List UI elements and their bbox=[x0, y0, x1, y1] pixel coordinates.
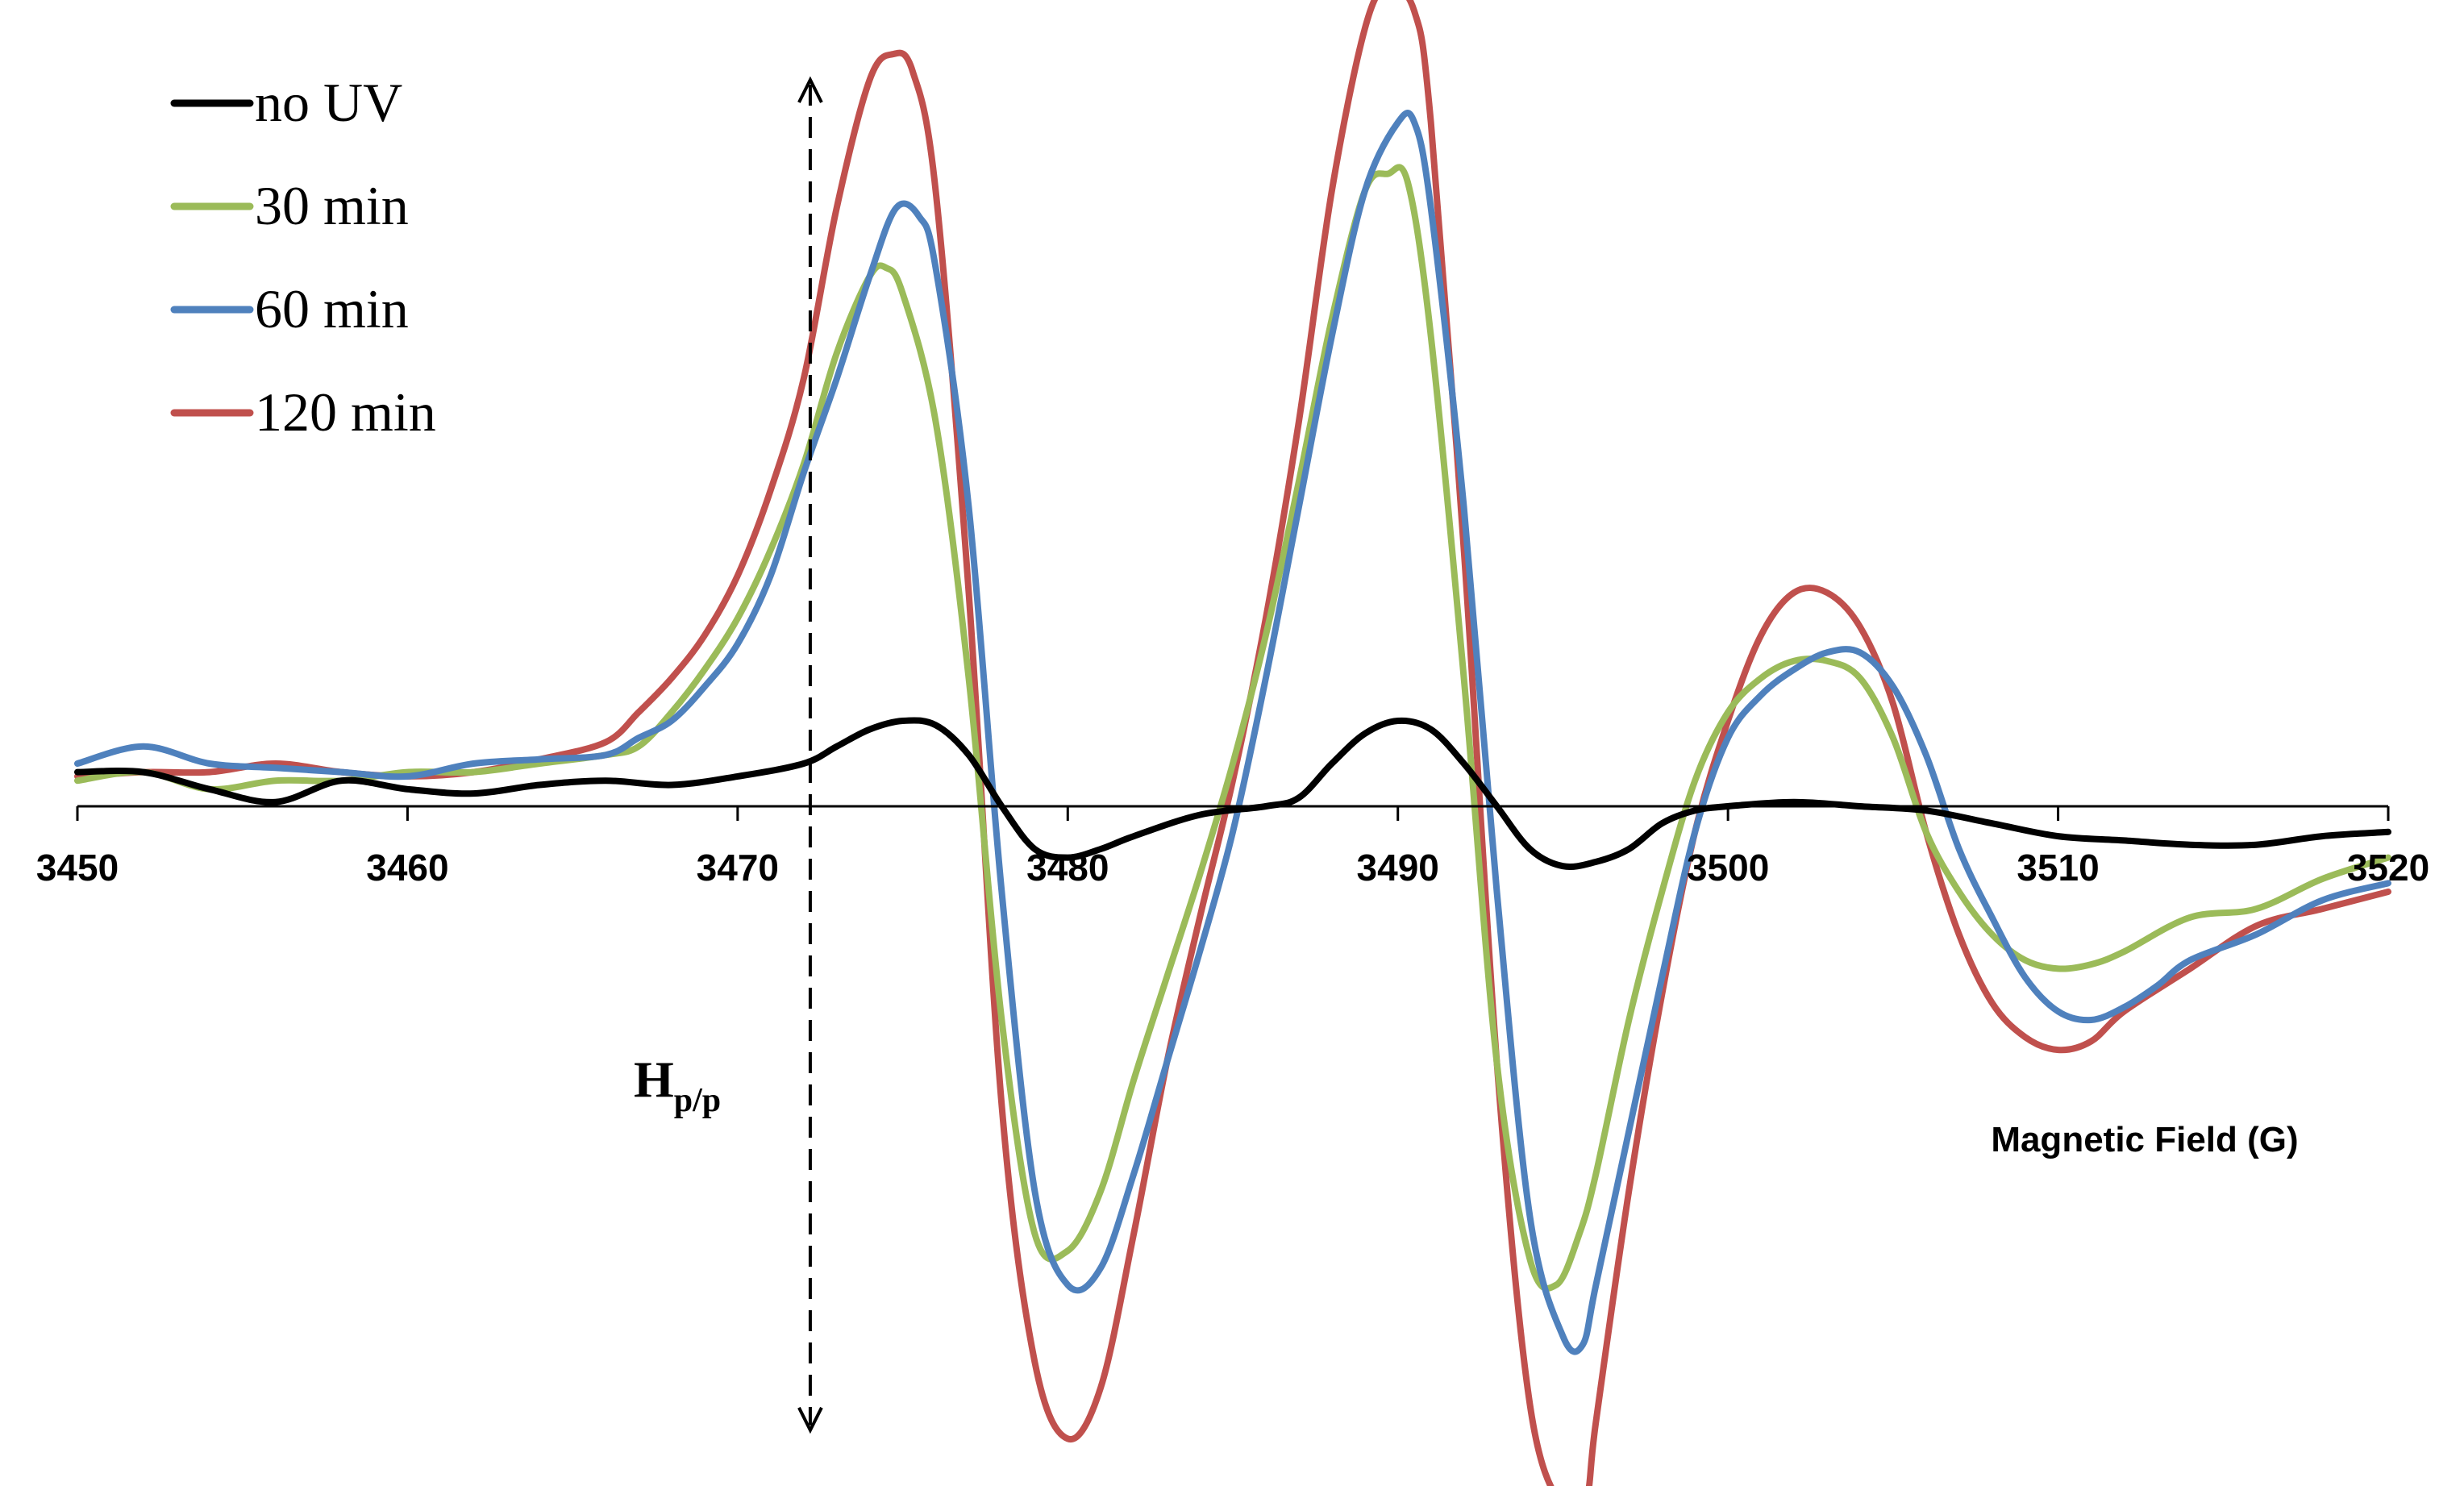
x-tick-label: 3500 bbox=[1687, 847, 1769, 889]
arrow-up-icon bbox=[797, 76, 823, 103]
x-tick-label: 3490 bbox=[1357, 847, 1439, 889]
hpp-label: Hp/p bbox=[634, 1051, 721, 1119]
series-layer bbox=[74, 0, 2391, 1486]
x-axis-ticks: 3450 3460 3470 3480 3490 3500 3510 3520 bbox=[36, 806, 2429, 889]
x-tick-label: 3450 bbox=[36, 847, 119, 889]
arrow-down-icon bbox=[797, 1406, 823, 1434]
legend-item: 30 min bbox=[170, 175, 409, 236]
legend-label: 30 min bbox=[255, 175, 409, 236]
x-axis-title: Magnetic Field (G) bbox=[1991, 1120, 2298, 1159]
legend-item: no UV bbox=[170, 72, 402, 133]
series-line-1 bbox=[74, 164, 2391, 1292]
legend-label: no UV bbox=[255, 72, 402, 133]
x-tick-label: 3460 bbox=[366, 847, 448, 889]
x-tick-label: 3510 bbox=[2017, 847, 2099, 889]
series-line-2 bbox=[74, 110, 2391, 1355]
legend-label: 120 min bbox=[255, 381, 436, 443]
x-tick-label: 3520 bbox=[2347, 847, 2429, 889]
legend-item: 60 min bbox=[170, 278, 409, 339]
legend-label: 60 min bbox=[255, 278, 409, 339]
series-line-3 bbox=[74, 0, 2391, 1486]
hpp-annotation: Hp/p bbox=[634, 76, 823, 1434]
legend-item: 120 min bbox=[170, 381, 436, 443]
x-tick-label: 3470 bbox=[697, 847, 779, 889]
x-tick-label: 3480 bbox=[1026, 847, 1109, 889]
legend: no UV 30 min 60 min 120 min bbox=[170, 72, 436, 443]
